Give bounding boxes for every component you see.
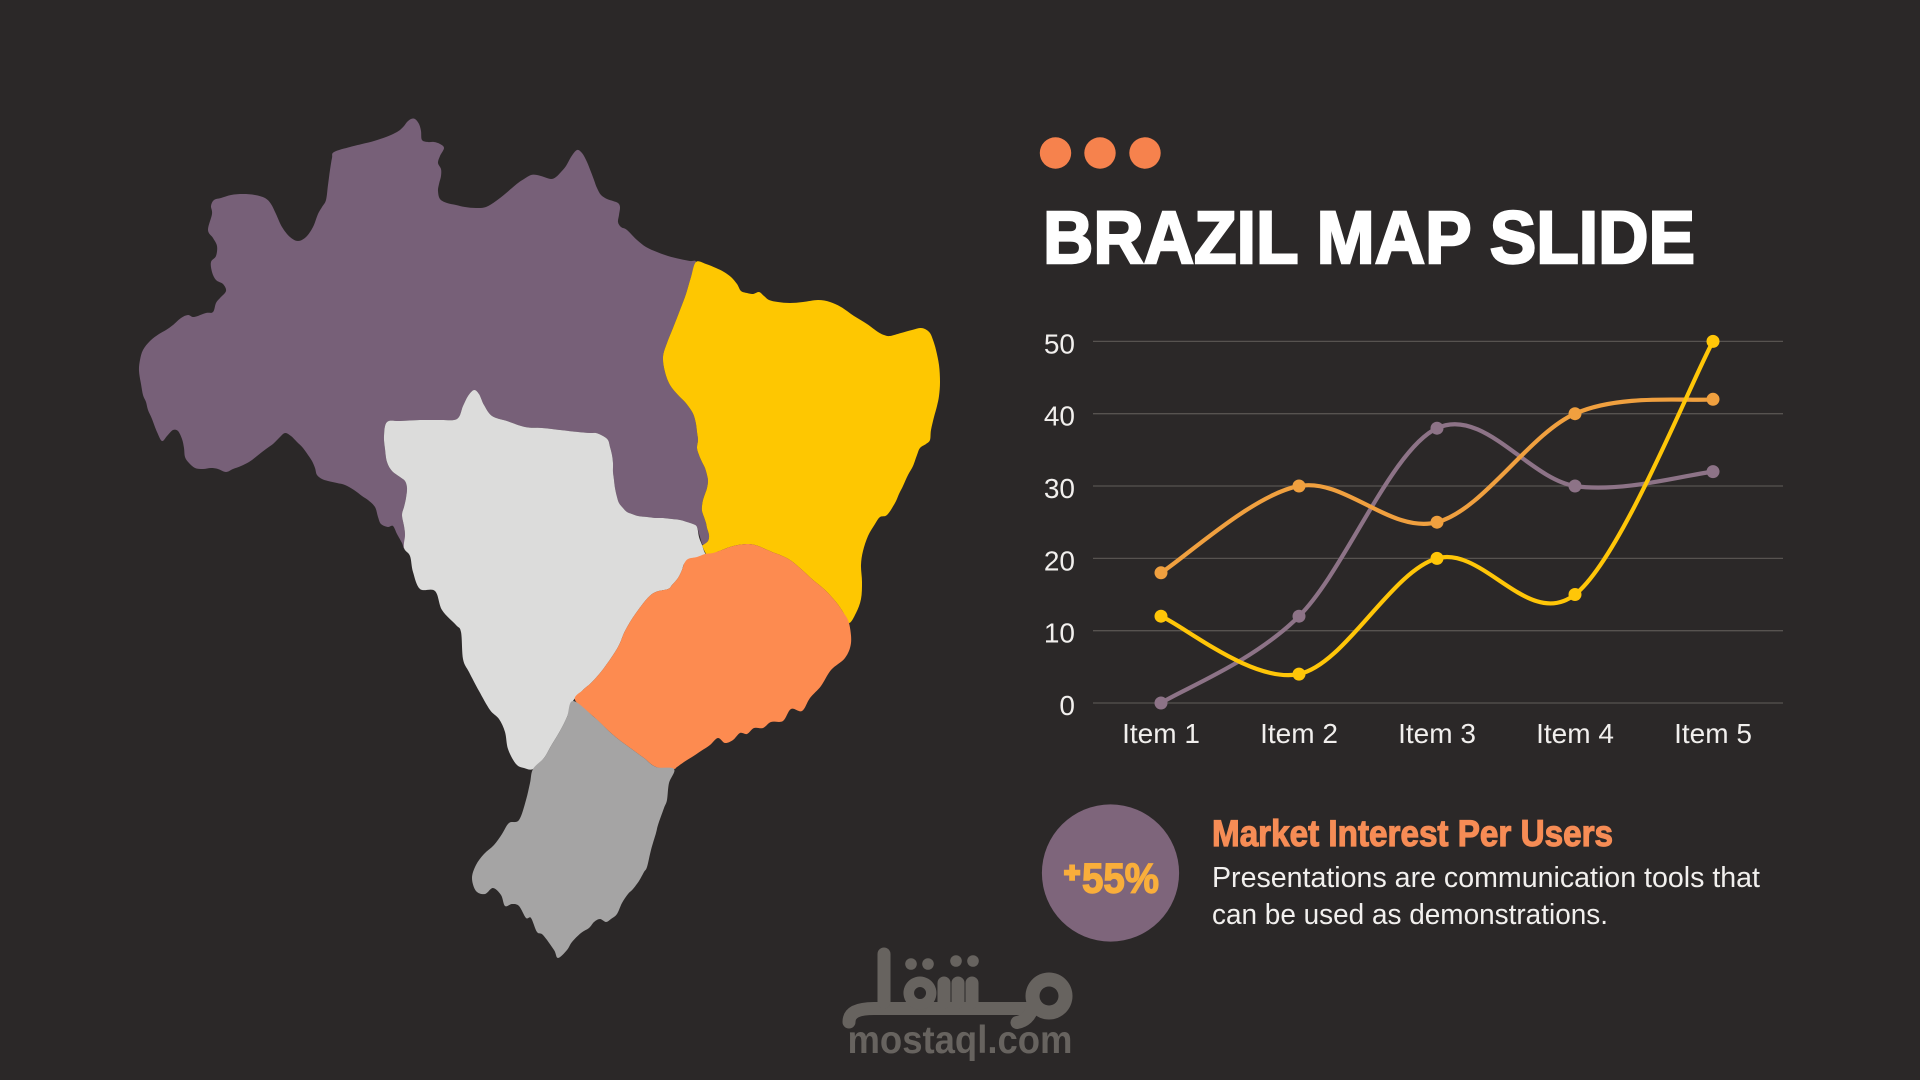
svg-text:10: 10 — [1044, 618, 1075, 649]
svg-text:30: 30 — [1044, 473, 1075, 504]
svg-text:Item 4: Item 4 — [1536, 718, 1614, 749]
svg-text:Item 1: Item 1 — [1122, 718, 1200, 749]
svg-text:40: 40 — [1044, 401, 1075, 432]
svg-text:50: 50 — [1044, 328, 1075, 359]
svg-text:BRAZIL MAP SLIDE: BRAZIL MAP SLIDE — [1043, 196, 1695, 279]
svg-text:Item 2: Item 2 — [1260, 718, 1338, 749]
svg-text:Market Interest Per Users: Market Interest Per Users — [1212, 813, 1613, 854]
svg-text:Item 3: Item 3 — [1398, 718, 1476, 749]
svg-text:Presentations are communicatio: Presentations are communication tools th… — [1212, 862, 1760, 894]
svg-text:can be used as demonstrations.: can be used as demonstrations. — [1212, 899, 1608, 931]
svg-text:mostaql.com: mostaql.com — [848, 1019, 1073, 1062]
svg-text:55%: 55% — [1082, 855, 1159, 902]
svg-text:Item 5: Item 5 — [1674, 718, 1752, 749]
svg-text:0: 0 — [1059, 690, 1075, 721]
svg-text:20: 20 — [1044, 545, 1075, 576]
